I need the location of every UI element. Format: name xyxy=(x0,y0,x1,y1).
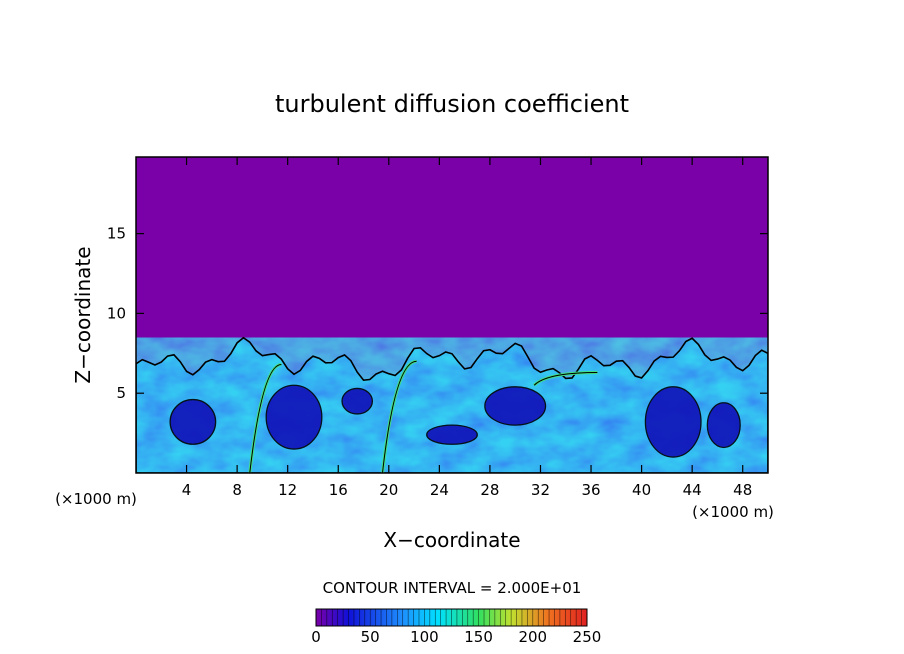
y-tick-label: 15 xyxy=(107,225,126,243)
x-axis-label: X−coordinate xyxy=(383,528,520,552)
plot-frame xyxy=(135,156,769,474)
plume-contour xyxy=(249,363,282,473)
x-tick-label: 24 xyxy=(430,481,449,499)
x-tick-label: 16 xyxy=(329,481,348,499)
eddy-contour xyxy=(706,402,741,449)
x-axis: 4 8 12 16 20 24 28 32 36 40 44 48 xyxy=(182,157,752,499)
eddy-contour xyxy=(426,424,478,445)
y-tick-label: 10 xyxy=(107,304,126,322)
x-tick-label: 44 xyxy=(683,481,702,499)
x-tick-label: 12 xyxy=(278,481,297,499)
eddy-contour xyxy=(644,386,702,458)
plume-contour xyxy=(381,360,417,473)
x-tick-label: 4 xyxy=(182,481,192,499)
x-tick-label: 48 xyxy=(733,481,752,499)
y-tick-label: 5 xyxy=(116,384,126,402)
turbulent-layer xyxy=(136,336,768,473)
x-tick-label: 8 xyxy=(232,481,242,499)
colorbar-tick-label: 200 xyxy=(518,628,547,646)
x-tick-label: 20 xyxy=(379,481,398,499)
colorbar-tick-label: 0 xyxy=(311,628,321,646)
plume-contour xyxy=(533,371,598,386)
y-axis: 5 10 15 xyxy=(107,225,768,402)
x-tick-label: 40 xyxy=(632,481,651,499)
x-tick-label: 32 xyxy=(531,481,550,499)
eddy-contour xyxy=(265,384,323,450)
plot-area xyxy=(136,157,768,473)
turbulent-layer-contour xyxy=(136,336,768,473)
x-unit-left: (×1000 m) xyxy=(55,490,137,508)
contour-interval-label: CONTOUR INTERVAL = 2.000E+01 xyxy=(323,579,582,597)
chart-title: turbulent diffusion coefficient xyxy=(275,90,629,118)
colorbar-tick-label: 150 xyxy=(464,628,493,646)
y-axis-label: Z−coordinate xyxy=(71,246,95,383)
eddy-contour xyxy=(169,398,217,445)
eddy-contour xyxy=(484,386,547,426)
x-tick-label: 36 xyxy=(581,481,600,499)
colorbar: 0 50 100 150 200 250 xyxy=(311,608,602,646)
x-tick-label: 28 xyxy=(480,481,499,499)
x-unit-right: (×1000 m) xyxy=(692,503,774,521)
eddy-contour xyxy=(341,387,374,415)
colorbar-tick-label: 100 xyxy=(410,628,439,646)
colorbar-tick-label: 250 xyxy=(573,628,602,646)
colorbar-tick-label: 50 xyxy=(361,628,380,646)
